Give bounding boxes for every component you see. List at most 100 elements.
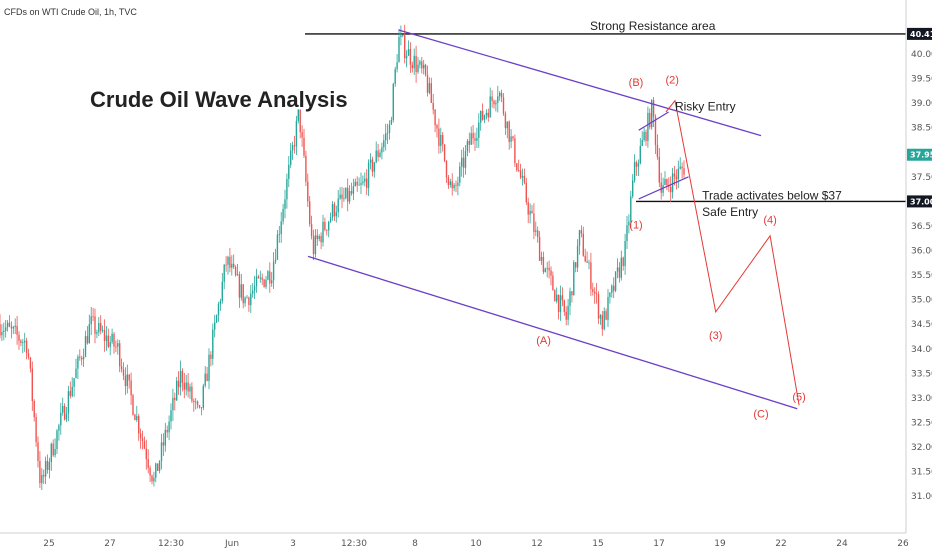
candle-body: [293, 145, 296, 147]
time-tick-label: 25: [43, 539, 54, 549]
resistance-line[interactable]: Strong Resistance area: [305, 19, 906, 35]
candle-body: [645, 131, 647, 141]
projection-label: (5): [792, 391, 805, 403]
candle-body: [84, 336, 87, 357]
price-tick-label: 35.00: [911, 296, 932, 306]
candle-body: [626, 225, 628, 242]
candle-body: [307, 181, 309, 202]
time-axis-background: [0, 533, 932, 550]
candle-body: [436, 125, 438, 129]
candle-body: [62, 405, 64, 413]
candle-body: [299, 109, 301, 133]
candle-body: [88, 324, 90, 344]
candle-body: [683, 168, 685, 175]
candle-body: [115, 346, 117, 348]
price-tick-label: 34.50: [911, 320, 932, 330]
wave-projection[interactable]: (2) (3) (4) (5): [665, 75, 806, 406]
candle-body: [143, 440, 146, 449]
candle-body: [394, 69, 396, 84]
wave-label: (B): [629, 77, 644, 89]
triangle-pattern[interactable]: [638, 111, 689, 200]
candle-body: [620, 257, 622, 278]
candle-body: [92, 316, 94, 318]
candle-body: [56, 430, 58, 450]
entry-label: Risky Entry: [675, 100, 736, 114]
candle-body: [597, 294, 600, 319]
candle-body: [314, 235, 317, 255]
trigger-line[interactable]: Trade activates below $37: [636, 188, 906, 202]
candle-body: [630, 196, 632, 222]
candle-body: [649, 112, 651, 128]
projection-label: (2): [666, 75, 679, 87]
candle-body: [402, 35, 404, 37]
candle-body: [12, 327, 14, 329]
price-axis[interactable]: 31.00 31.50 32.00 32.50 33.00 33.50 34.00 34.50…: [905, 0, 932, 550]
candle-body: [542, 256, 545, 273]
candle-body: [559, 295, 562, 312]
candle-body: [343, 198, 345, 200]
candle-body: [221, 281, 223, 302]
price-tag-label: 37.95: [910, 151, 932, 160]
candle-body: [193, 400, 195, 403]
channel-lower-line: [307, 255, 798, 410]
candle-body: [310, 224, 313, 237]
time-tick-label: 17: [653, 539, 664, 549]
candle-body: [318, 236, 320, 240]
candle-body: [571, 291, 573, 296]
candle-body: [94, 316, 96, 334]
price-tag-label: 37.00: [910, 197, 932, 206]
candle-body: [476, 137, 478, 141]
time-tick-label: 22: [775, 539, 786, 549]
price-tick-label: 32.50: [911, 418, 932, 428]
candle-body: [10, 326, 13, 329]
candle-body: [267, 271, 269, 280]
candle-body: [227, 256, 229, 265]
trigger-label: Trade activates below $37: [702, 188, 842, 202]
candle-body: [540, 256, 543, 261]
candle-body: [130, 380, 132, 396]
candle-body: [565, 312, 567, 320]
candle-body: [588, 262, 590, 264]
candle-body: [447, 177, 450, 185]
candle-body: [206, 373, 208, 382]
candle-body: [537, 230, 539, 237]
candle-body: [324, 221, 326, 230]
candle-body: [63, 405, 66, 420]
candle-body: [5, 327, 7, 331]
candle-body: [428, 83, 431, 93]
candle-body: [413, 55, 415, 69]
candle-body: [176, 380, 178, 401]
time-axis[interactable]: 25 27 12:30 Jun 3 12:30 8 10 12 15 17 19 22 24 26: [0, 532, 932, 550]
candle-body: [352, 186, 355, 194]
candle-body: [575, 262, 577, 268]
descending-channel[interactable]: [307, 29, 798, 410]
candle-body: [20, 340, 22, 344]
time-tick-label: 15: [592, 539, 603, 549]
time-tick-label: 12:30: [341, 539, 367, 549]
candle-body: [229, 256, 231, 268]
candle-body: [508, 121, 510, 142]
candle-body: [153, 477, 155, 482]
candle-body: [356, 181, 358, 186]
candle-body: [157, 463, 159, 471]
candle-body: [145, 448, 147, 460]
candle-body: [398, 37, 400, 63]
candle-body: [516, 163, 518, 171]
candle-body: [459, 166, 461, 183]
candle-body: [641, 139, 643, 146]
candle-body: [379, 152, 381, 157]
candle-body: [364, 178, 366, 182]
candle-body: [309, 201, 311, 225]
candle-body: [265, 279, 267, 287]
candle-body: [172, 397, 174, 411]
candle-body: [609, 292, 611, 298]
candle-body: [284, 199, 286, 209]
candle-body: [438, 128, 440, 146]
candle-body: [187, 382, 189, 392]
triangle-upper-line: [638, 111, 669, 131]
projection-path: [665, 99, 800, 406]
candle-body: [611, 285, 613, 293]
candle-body: [546, 267, 548, 269]
candle-body: [523, 175, 526, 183]
